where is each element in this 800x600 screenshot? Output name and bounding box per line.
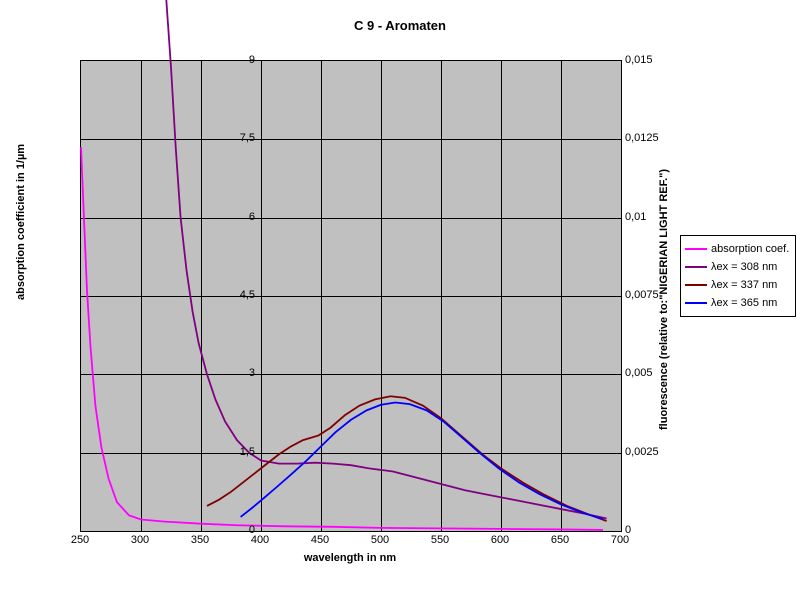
y-left-tick: 3 — [249, 367, 255, 379]
y-left-tick: 4,5 — [240, 289, 255, 301]
x-tick: 250 — [71, 534, 89, 546]
legend-label: absorption coef. — [711, 243, 789, 255]
chart-lines — [81, 61, 621, 531]
y-left-tick: 0 — [249, 524, 255, 536]
legend-item: λex = 365 nm — [683, 294, 793, 312]
y-left-tick: 6 — [249, 211, 255, 223]
legend-swatch — [685, 248, 707, 250]
y-left-tick: 1,5 — [240, 446, 255, 458]
series-line — [241, 403, 603, 520]
y-right-tick: 0,0025 — [625, 446, 659, 458]
y-right-tick: 0,005 — [625, 367, 653, 379]
legend: absorption coef. λex = 308 nm λex = 337 nm… — [680, 235, 796, 317]
x-tick: 500 — [371, 534, 389, 546]
y-right-tick: 0,0125 — [625, 132, 659, 144]
y-right-tick: 0,0075 — [625, 289, 659, 301]
legend-label: λex = 308 nm — [711, 261, 777, 273]
series-line — [166, 0, 606, 518]
legend-item: λex = 308 nm — [683, 258, 793, 276]
y-right-tick: 0 — [625, 524, 631, 536]
y-left-tick: 9 — [249, 54, 255, 66]
y-right-tick: 0,01 — [625, 211, 646, 223]
x-axis-label: wavelength in nm — [80, 552, 620, 564]
legend-label: λex = 337 nm — [711, 279, 777, 291]
legend-swatch — [685, 302, 707, 304]
legend-swatch — [685, 284, 707, 286]
x-tick: 600 — [491, 534, 509, 546]
y-axis-right-label: fluorescence (relative to:"NIGERIAN LIGH… — [658, 169, 670, 430]
chart-title: C 9 - Aromaten — [0, 18, 800, 33]
series-line — [207, 396, 607, 521]
y-axis-left-label: absorption coefficient in 1/µm — [15, 144, 27, 300]
x-tick: 350 — [191, 534, 209, 546]
legend-item: absorption coef. — [683, 240, 793, 258]
y-right-tick: 0,015 — [625, 54, 653, 66]
x-tick: 450 — [311, 534, 329, 546]
series-line — [81, 147, 603, 530]
legend-swatch — [685, 266, 707, 268]
x-tick: 550 — [431, 534, 449, 546]
legend-label: λex = 365 nm — [711, 297, 777, 309]
plot-area — [80, 60, 622, 532]
x-tick: 300 — [131, 534, 149, 546]
legend-item: λex = 337 nm — [683, 276, 793, 294]
x-tick: 650 — [551, 534, 569, 546]
y-left-tick: 7,5 — [240, 132, 255, 144]
